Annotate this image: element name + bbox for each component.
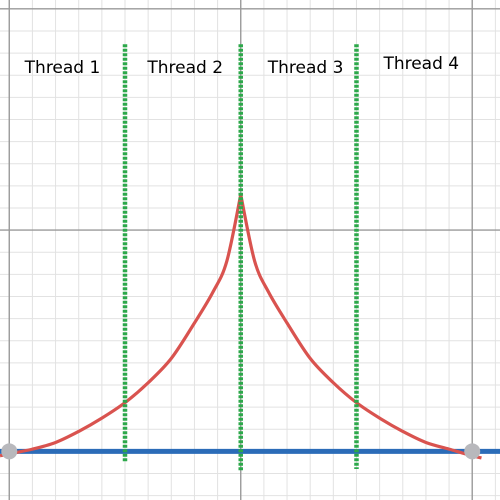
thread-label-3: Thread 3 xyxy=(267,58,344,78)
thread-label-2: Thread 2 xyxy=(146,58,223,78)
intersection-points xyxy=(1,443,481,460)
curve-left-branch xyxy=(0,194,243,458)
thread-labels: Thread 1 Thread 2 Thread 3 Thread 4 xyxy=(24,54,459,78)
curve-right-branch xyxy=(239,194,482,460)
intersection-point xyxy=(464,443,481,460)
thread-label-4: Thread 4 xyxy=(382,54,459,74)
thread-dividers xyxy=(122,44,359,472)
thread-label-1: Thread 1 xyxy=(24,58,101,78)
intersection-point xyxy=(1,443,18,460)
